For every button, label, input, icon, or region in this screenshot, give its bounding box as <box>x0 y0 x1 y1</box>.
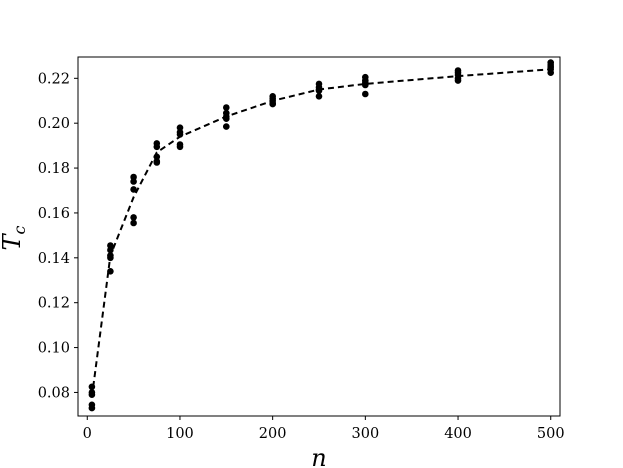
y-tick-label: 0.18 <box>38 161 70 177</box>
y-axis-ticks: 0.08 0.10 0.12 0.14 0.16 0.18 0.20 0.22 <box>38 71 78 401</box>
data-point <box>88 391 96 399</box>
data-point <box>107 268 114 275</box>
x-tick-label: 400 <box>444 426 472 442</box>
x-tick-label: 100 <box>166 426 194 442</box>
data-point <box>88 404 96 412</box>
y-axis-label-main: T <box>0 232 26 250</box>
y-axis-label-subscript: c <box>10 225 29 234</box>
data-point <box>130 178 137 185</box>
x-tick-label: 500 <box>537 426 565 442</box>
x-axis-label: n <box>311 444 326 468</box>
data-point <box>454 77 462 84</box>
data-point <box>88 383 96 391</box>
data-point <box>547 69 554 76</box>
data-point <box>153 143 161 151</box>
data-point <box>107 246 114 254</box>
data-point <box>315 93 323 100</box>
plot-frame <box>77 56 561 417</box>
y-tick-label: 0.10 <box>38 341 70 357</box>
y-tick-label: 0.22 <box>38 71 70 87</box>
y-tick-label: 0.14 <box>38 251 70 267</box>
y-tick-label: 0.16 <box>38 206 70 222</box>
data-point <box>130 219 137 227</box>
fit-curve <box>90 68 551 398</box>
data-point <box>176 131 184 138</box>
data-point <box>223 123 230 130</box>
x-tick-label: 300 <box>352 426 380 442</box>
y-tick-label: 0.12 <box>38 296 70 312</box>
data-point <box>269 100 277 108</box>
data-points-layer <box>88 59 554 412</box>
data-point <box>315 87 323 94</box>
data-point <box>223 104 230 111</box>
data-point <box>362 81 369 89</box>
x-axis-ticks: 0 100 200 300 400 500 <box>83 416 565 442</box>
data-point <box>223 115 230 122</box>
data-point <box>362 90 369 98</box>
y-tick-label: 0.08 <box>38 385 70 401</box>
x-tick-label: 0 <box>83 426 92 442</box>
data-point <box>107 254 114 262</box>
fit-curve-layer <box>90 68 551 398</box>
data-point <box>130 214 137 221</box>
data-point <box>153 159 161 166</box>
data-point <box>176 143 184 151</box>
data-point <box>130 186 137 193</box>
y-tick-label: 0.20 <box>38 116 70 132</box>
y-axis-label: Tc <box>0 225 29 250</box>
x-tick-label: 200 <box>259 426 287 442</box>
